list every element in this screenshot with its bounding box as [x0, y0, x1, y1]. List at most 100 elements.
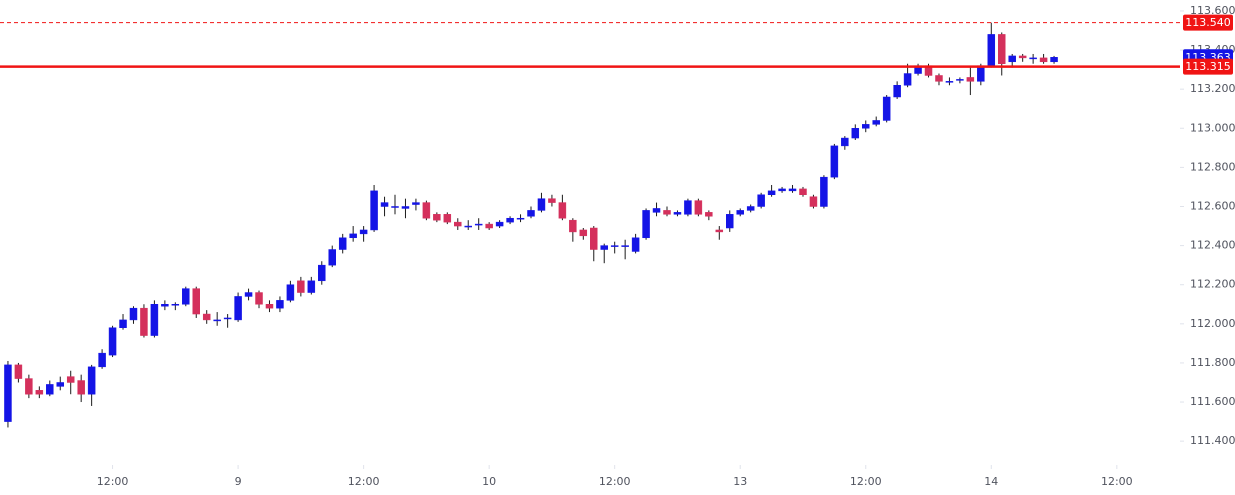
candle-body	[98, 352, 106, 368]
candle-body	[903, 73, 912, 86]
candle-body	[820, 176, 828, 207]
candle-body	[464, 225, 472, 228]
candle-body	[150, 304, 159, 336]
candle-body	[56, 382, 65, 387]
candle-body	[977, 65, 985, 82]
candle-body	[882, 96, 891, 121]
x-tick-label: 14	[984, 475, 998, 488]
candle-body	[694, 200, 703, 215]
candle-body	[663, 210, 671, 215]
candle-body	[338, 237, 347, 250]
candle-body	[537, 198, 546, 211]
candle-body	[935, 75, 943, 82]
candle-body	[757, 194, 765, 207]
candle-body	[454, 221, 462, 227]
candle-body	[119, 319, 127, 328]
candle-body	[673, 212, 682, 215]
candle-body	[286, 284, 295, 301]
candle-body	[213, 319, 221, 322]
y-tick-label: 112.600	[1190, 199, 1235, 212]
candle-body	[35, 390, 44, 395]
candle-body	[359, 229, 368, 235]
candle-body	[4, 364, 12, 422]
candle-body	[443, 214, 452, 223]
candle-body	[736, 210, 744, 215]
candle-body	[223, 317, 232, 320]
candle-body	[401, 206, 410, 209]
candle-body	[684, 200, 692, 215]
candle-body	[66, 376, 75, 383]
candle-body	[1029, 57, 1037, 60]
price-label: 113.540	[1185, 16, 1231, 29]
candle-body	[809, 196, 818, 207]
candle-body	[265, 304, 274, 309]
candle-body	[788, 188, 797, 192]
x-tick-label: 12:00	[599, 475, 631, 488]
candle-body	[569, 219, 577, 233]
y-tick-label: 112.400	[1190, 239, 1235, 252]
candle-body	[1008, 55, 1016, 63]
candle-body	[307, 280, 316, 293]
candle-body	[244, 292, 253, 297]
x-tick-label: 12:00	[850, 475, 882, 488]
x-tick-label: 10	[482, 475, 496, 488]
candle-body	[945, 81, 954, 83]
candle-body	[25, 378, 33, 395]
candle-body	[171, 304, 180, 306]
candle-body	[255, 292, 263, 305]
x-tick-label: 9	[235, 475, 242, 488]
candle-body	[485, 223, 493, 229]
candle-body	[412, 202, 420, 205]
y-tick-label: 112.000	[1190, 317, 1235, 330]
candle-body	[318, 264, 326, 282]
candle-body	[642, 210, 650, 239]
candle-body	[872, 120, 880, 125]
candle-body	[14, 364, 23, 379]
candle-body	[610, 245, 619, 247]
x-tick-label: 12:00	[1101, 475, 1133, 488]
y-tick-label: 111.400	[1190, 434, 1235, 447]
candle-body	[391, 206, 399, 208]
y-tick-label: 113.200	[1190, 82, 1235, 95]
candle-body	[548, 198, 556, 203]
candle-body	[495, 221, 504, 227]
candle-body	[851, 128, 860, 139]
x-tick-label: 13	[733, 475, 747, 488]
price-label: 113.315	[1185, 60, 1231, 73]
candle-body	[433, 214, 441, 221]
candle-body	[987, 34, 996, 66]
candle-body	[893, 85, 901, 98]
candle-body	[276, 300, 284, 309]
candle-body	[652, 208, 661, 213]
candle-body	[370, 190, 378, 231]
candle-body	[46, 384, 54, 395]
y-tick-label: 112.800	[1190, 160, 1235, 173]
y-tick-label: 111.800	[1190, 356, 1235, 369]
candle-body	[726, 214, 734, 229]
price-label-box	[1183, 14, 1233, 31]
candle-body	[862, 124, 870, 129]
candle-body	[192, 288, 200, 315]
candle-body	[87, 366, 96, 395]
candle-body	[527, 210, 535, 217]
y-tick-label: 112.200	[1190, 278, 1235, 291]
candle-body	[1018, 55, 1027, 59]
candle-body	[474, 223, 483, 226]
candle-body	[140, 307, 148, 336]
candle-body	[746, 206, 755, 211]
candle-body	[161, 304, 169, 307]
candle-body	[715, 229, 724, 233]
y-tick-label: 111.600	[1190, 395, 1235, 408]
candle-body	[1050, 57, 1058, 63]
candle-body	[422, 202, 431, 219]
candle-body	[202, 313, 211, 321]
candle-body	[841, 137, 849, 147]
candle-body	[767, 190, 776, 196]
candle-body	[182, 288, 190, 305]
candle-body	[129, 307, 138, 321]
candle-body	[830, 145, 839, 178]
price-label-box	[1183, 58, 1233, 75]
candle-body	[956, 79, 964, 81]
candle-body	[799, 188, 807, 196]
